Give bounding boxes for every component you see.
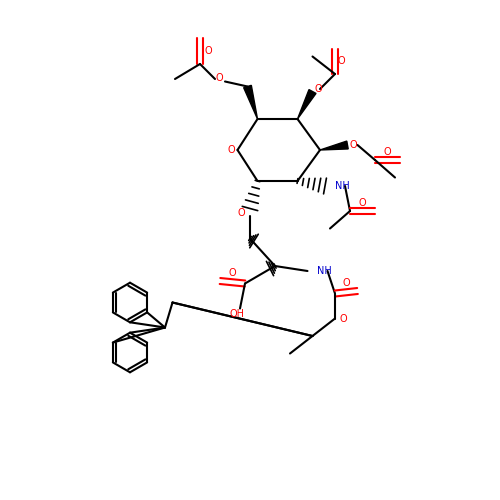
Text: O: O [339,314,347,324]
Text: O: O [204,46,212,56]
Text: O: O [358,198,366,208]
Text: O: O [228,268,236,278]
Text: O: O [228,145,235,155]
Text: NH: NH [318,266,332,276]
Text: O: O [342,278,350,287]
Text: O: O [314,84,322,94]
Text: O: O [215,72,223,83]
Polygon shape [298,90,316,119]
Text: O: O [237,208,245,218]
Text: O: O [338,56,345,66]
Polygon shape [244,86,258,119]
Text: NH: NH [335,181,350,191]
Text: O: O [350,140,358,150]
Text: O: O [384,147,392,157]
Polygon shape [320,141,348,150]
Text: OH: OH [230,310,245,320]
